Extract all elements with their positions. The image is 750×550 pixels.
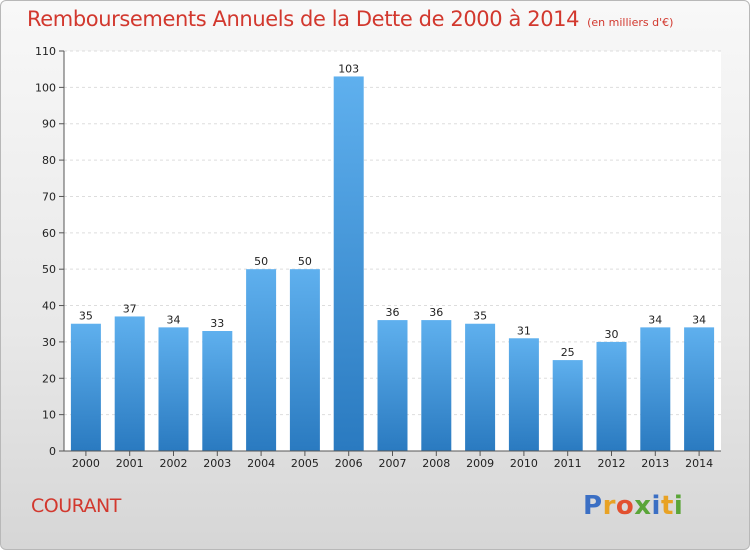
y-tick-label: 90 [42,118,56,131]
data-label-2013: 34 [648,313,662,326]
data-label-2001: 37 [123,302,137,315]
bar-2008 [421,320,452,451]
data-label-2004: 50 [254,255,268,268]
bar-2004 [246,269,277,451]
x-tick-label-2002: 2002 [160,457,188,470]
bar-2002 [158,327,189,451]
bar-2003 [202,331,233,451]
x-tick-label-2013: 2013 [641,457,669,470]
data-label-2003: 33 [210,317,224,330]
chart-title-text: Remboursements Annuels de la Dette de 20… [27,7,580,31]
proxiti-logo: Proxiti [583,491,683,521]
logo-letter: t [660,491,674,521]
logo-letter: o [615,491,635,521]
x-tick-label-2003: 2003 [203,457,231,470]
data-label-2012: 30 [605,328,619,341]
x-tick-label-2006: 2006 [335,457,363,470]
x-tick-label-2010: 2010 [510,457,538,470]
chart-title: Remboursements Annuels de la Dette de 20… [27,7,673,31]
y-tick-label: 30 [42,336,56,349]
axes: 0 10 20 30 40 50 60 70 80 90 100 110 2000 2001 2002 200… [35,45,721,470]
bar-2014 [684,327,715,451]
y-tick-label: 110 [35,45,56,58]
data-label-2011: 25 [561,346,575,359]
logo-letter: x [634,491,652,521]
x-tick-label-2008: 2008 [422,457,450,470]
logo-letter: i [651,491,661,521]
data-label-2000: 35 [79,310,93,323]
data-label-2007: 36 [386,306,400,319]
logo-letter: P [583,491,603,521]
x-tick-label-2004: 2004 [247,457,275,470]
bar-2012 [596,341,627,451]
series-label: COURANT [31,495,121,517]
bar-2006 [333,76,364,452]
bar-2007 [377,320,408,451]
y-tick-label: 60 [42,227,56,240]
bar-2001 [114,316,145,451]
x-tick-label-2011: 2011 [554,457,582,470]
bar-2009 [465,323,496,451]
y-tick-label: 0 [49,445,56,458]
y-tick-label: 50 [42,263,56,276]
bars: 35 37 34 33 50 50 103 36 36 35 31 25 30 34 34 [70,62,715,452]
y-tick-label: 20 [42,372,56,385]
x-tick-label-2005: 2005 [291,457,319,470]
data-label-2010: 31 [517,324,531,337]
bar-2013 [640,327,671,451]
data-label-2006: 103 [338,62,359,75]
x-tick-label-2001: 2001 [116,457,144,470]
data-label-2009: 35 [473,310,487,323]
data-label-2014: 34 [692,313,706,326]
y-tick-label: 100 [35,81,56,94]
data-label-2005: 50 [298,255,312,268]
logo-letter: r [602,491,616,521]
data-label-2002: 34 [167,313,181,326]
unit-note: (en milliers d'€) [587,16,674,29]
y-tick-label: 70 [42,190,56,203]
y-tick-label: 10 [42,409,56,422]
x-tick-label-2007: 2007 [379,457,407,470]
logo-letter: i [673,491,684,521]
x-tick-label-2014: 2014 [685,457,713,470]
x-tick-label-2009: 2009 [466,457,494,470]
x-tick-label-2000: 2000 [72,457,100,470]
bar-2005 [289,269,320,451]
bar-2011 [552,360,583,451]
x-tick-label-2012: 2012 [598,457,626,470]
y-tick-label: 40 [42,300,56,313]
bar-2000 [70,323,101,451]
y-tick-label: 80 [42,154,56,167]
data-label-2008: 36 [429,306,443,319]
bar-2010 [508,338,539,451]
